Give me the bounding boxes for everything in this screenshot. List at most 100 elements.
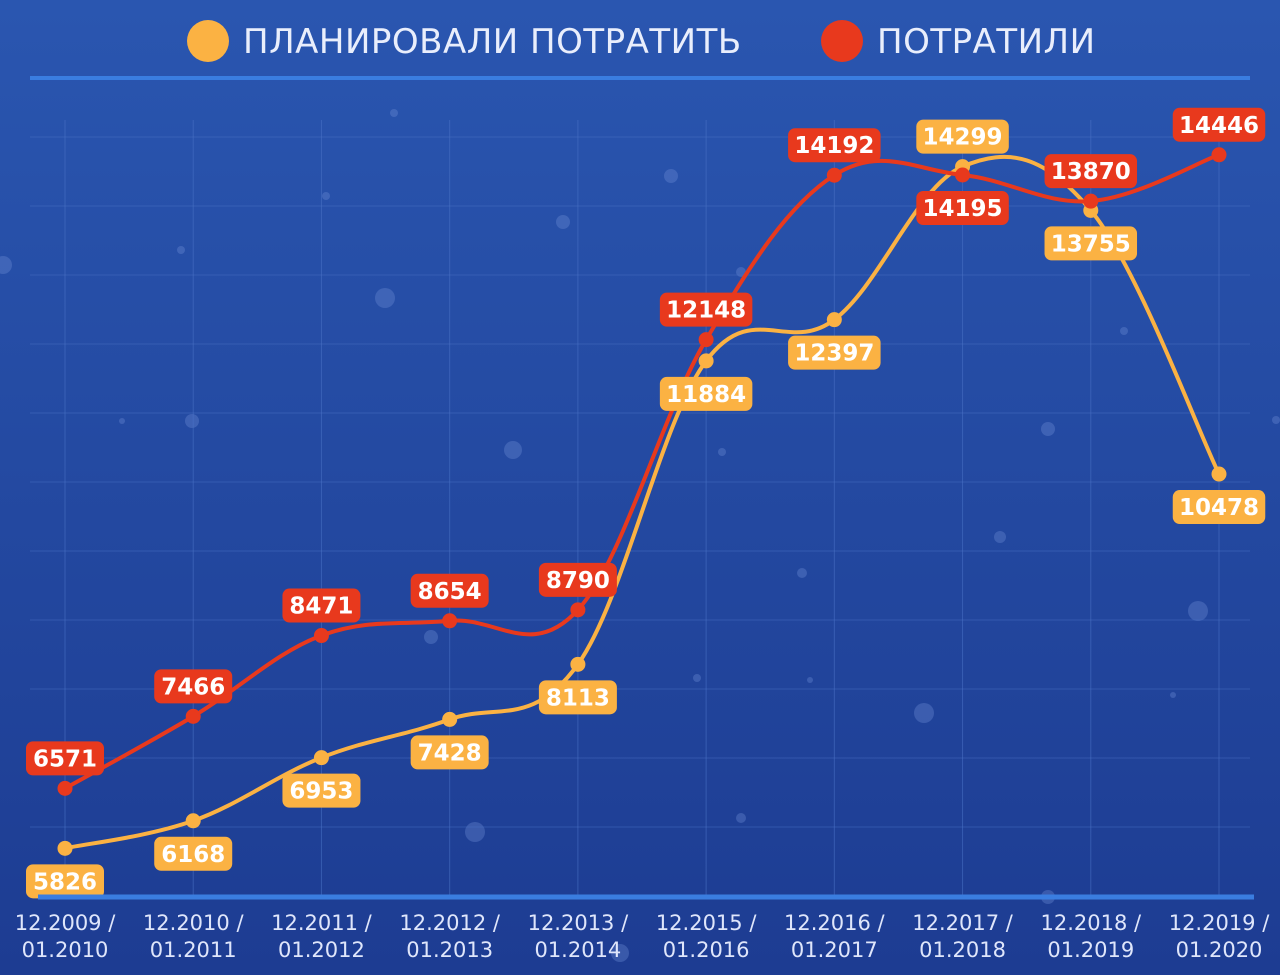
x-tick-label: 12.2009 / 01.2010	[15, 911, 117, 962]
decor-dot	[807, 677, 813, 683]
decor-dot	[322, 192, 330, 200]
data-label-text: 14299	[923, 125, 1003, 151]
data-label: 14195	[916, 190, 1009, 225]
decor-dot	[185, 414, 199, 428]
decor-dot	[664, 169, 678, 183]
data-label-box	[1044, 226, 1138, 261]
data-label-box	[154, 669, 233, 704]
data-label-text: 6953	[289, 779, 353, 805]
data-label-text: 6571	[33, 746, 97, 772]
x-tick-label-line: 01.2018	[919, 938, 1006, 962]
decor-dot	[1041, 422, 1055, 436]
x-tick-label-line: 12.2017 /	[912, 911, 1014, 935]
decor-dot	[424, 630, 438, 644]
decor-dot	[736, 813, 746, 823]
x-tick-label-line: 01.2014	[534, 938, 621, 962]
series-line	[63, 152, 1221, 791]
data-label-text: 7466	[161, 674, 225, 700]
decor-dot	[994, 531, 1006, 543]
decor-dot	[504, 441, 522, 459]
x-tick-label-line: 01.2010	[22, 938, 109, 962]
decor-dot	[611, 944, 629, 962]
x-tick-label: 12.2010 / 01.2011	[143, 911, 245, 962]
data-label: 14299	[916, 119, 1009, 154]
data-label: 7428	[410, 735, 489, 770]
data-point	[442, 711, 458, 727]
x-tick-label: 12.2017 / 01.2018	[912, 911, 1014, 962]
data-label-box	[788, 335, 881, 370]
x-tick-label-line: 12.2009 /	[15, 911, 117, 935]
data-point	[57, 780, 73, 796]
x-tick-label-line: 12.2019 /	[1169, 911, 1271, 935]
data-label-text: 14195	[923, 196, 1003, 222]
data-label-box	[659, 292, 753, 327]
x-tick-label-line: 01.2013	[406, 938, 493, 962]
legend-marker	[187, 20, 229, 62]
chart-points	[57, 147, 1227, 856]
x-tick-label-line: 01.2011	[150, 938, 237, 962]
x-tick-label-line: 01.2020	[1176, 938, 1263, 962]
data-label-text: 8471	[289, 594, 353, 620]
data-label-box	[282, 588, 361, 623]
data-label-text: 14446	[1179, 113, 1259, 139]
data-label-text: 10478	[1179, 495, 1259, 521]
data-point	[57, 840, 73, 856]
data-label-text: 12397	[794, 341, 874, 367]
data-label-box	[916, 190, 1009, 225]
x-tick-label-line: 12.2018 /	[1040, 911, 1142, 935]
decor-dot	[736, 267, 746, 277]
data-label-text: 13755	[1051, 231, 1131, 257]
decor-dot	[1188, 601, 1208, 621]
data-label-text: 5826	[33, 869, 97, 895]
data-label-box	[916, 119, 1009, 154]
data-label-text: 12148	[666, 298, 746, 324]
data-label: 14446	[1172, 107, 1266, 142]
data-point	[313, 628, 329, 644]
data-label-box	[282, 773, 361, 808]
data-point	[185, 813, 201, 829]
x-tick-label-line: 12.2010 /	[143, 911, 245, 935]
x-axis: 12.2009 / 01.2010 12.2010 / 01.2011 12.2011 …	[15, 894, 1271, 962]
data-label: 14192	[788, 128, 881, 163]
data-label: 8654	[410, 573, 489, 608]
decor-dot	[718, 448, 726, 456]
data-point	[698, 353, 714, 369]
data-label: 13870	[1044, 154, 1138, 189]
data-label-box	[538, 562, 617, 597]
data-label: 13755	[1044, 226, 1138, 261]
chart-data-labels: 5826 6168 6953 7428 8113 11884 12397 14299 13755…	[26, 107, 1266, 899]
data-label-text: 6168	[161, 842, 225, 868]
data-point	[185, 708, 201, 724]
data-label: 12397	[788, 335, 881, 370]
data-label-box	[788, 128, 881, 163]
x-tick-label: 12.2011 / 01.2012	[271, 911, 373, 962]
data-label: 8790	[538, 562, 617, 597]
data-label-text: 8654	[418, 579, 482, 605]
decor-dot	[556, 215, 570, 229]
data-label: 8113	[538, 680, 617, 715]
decor-dot	[0, 256, 12, 274]
x-tick-label-line: 01.2016	[663, 938, 750, 962]
data-point	[570, 656, 586, 672]
x-tick-label-line: 01.2012	[278, 938, 365, 962]
data-label-box	[1172, 107, 1266, 142]
data-point	[313, 750, 329, 766]
data-point	[826, 167, 842, 183]
data-label: 6168	[154, 836, 233, 871]
legend-marker	[821, 20, 863, 62]
data-label: 11884	[659, 376, 753, 411]
data-label-box	[154, 836, 233, 871]
data-point	[955, 167, 971, 183]
decor-dot	[797, 568, 807, 578]
data-label-box	[410, 735, 489, 770]
x-tick-label: 12.2012 / 01.2013	[399, 911, 501, 962]
legend-label: ПОТРАТИЛИ	[877, 22, 1096, 62]
data-label-text: 8113	[546, 685, 610, 711]
data-point	[1211, 466, 1227, 482]
x-tick-label-line: 01.2019	[1047, 938, 1134, 962]
decor-dot	[390, 109, 398, 117]
data-label-text: 13870	[1051, 159, 1131, 185]
data-point	[442, 613, 458, 629]
